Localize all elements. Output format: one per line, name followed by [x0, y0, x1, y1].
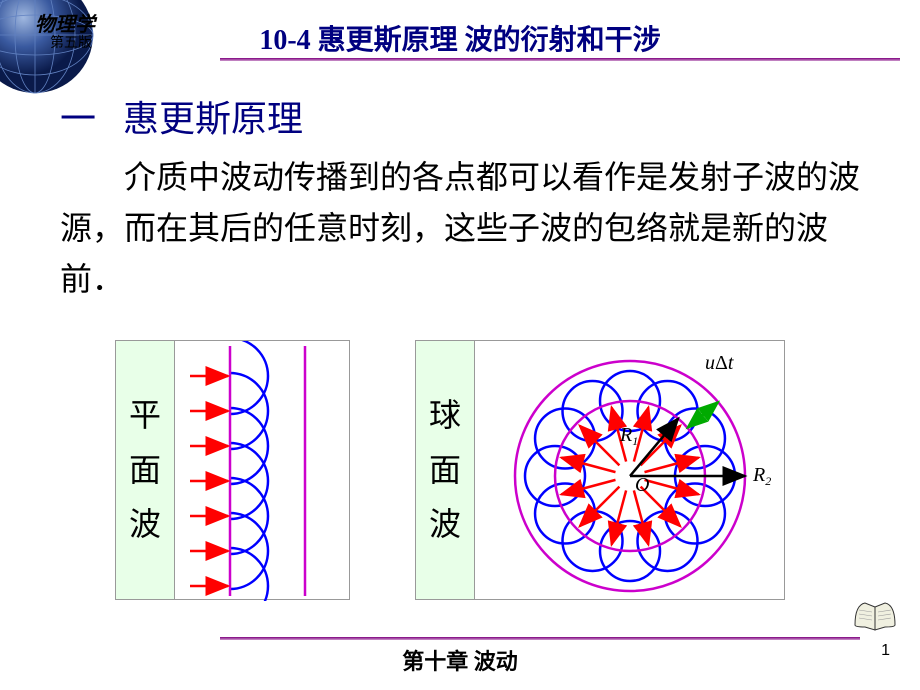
footer-line	[220, 637, 860, 640]
plane-wave-svg	[175, 340, 350, 600]
sphere-wave-label: 球 面 波	[415, 340, 475, 600]
svg-text:R2: R2	[752, 464, 771, 488]
page-title: 10-4 惠更斯原理 波的衍射和干涉	[0, 18, 920, 58]
title-underline	[220, 58, 900, 61]
section-header: 一 惠更斯原理	[60, 90, 880, 142]
svg-text:O: O	[635, 474, 649, 496]
section-title: 惠更斯原理	[123, 99, 303, 139]
sphere-wave-diagram: 球 面 波 O R1 R2 uΔt	[415, 340, 815, 600]
main-content: 一 惠更斯原理 介质中波动传播到的各点都可以看作是发射子波的波源，而在其后的任意…	[60, 90, 880, 306]
body-text: 介质中波动传播到的各点都可以看作是发射子波的波源，而在其后的任意时刻，这些子波的…	[60, 152, 880, 306]
footer-chapter: 第十章 波动	[0, 644, 920, 676]
svg-text:uΔt: uΔt	[705, 352, 734, 374]
sphere-wave-svg: O R1 R2 uΔt	[475, 340, 785, 600]
plane-wave-diagram: 平 面 波	[115, 340, 350, 600]
book-icon	[850, 595, 900, 635]
page-number: 1	[881, 642, 890, 660]
plane-wave-label: 平 面 波	[115, 340, 175, 600]
section-number: 一	[60, 99, 96, 139]
svg-text:R1: R1	[619, 424, 638, 448]
course-subtitle: 第五版	[50, 32, 92, 52]
diagrams-row: 平 面 波 球 面 波 O R1 R2 uΔt	[115, 340, 815, 600]
